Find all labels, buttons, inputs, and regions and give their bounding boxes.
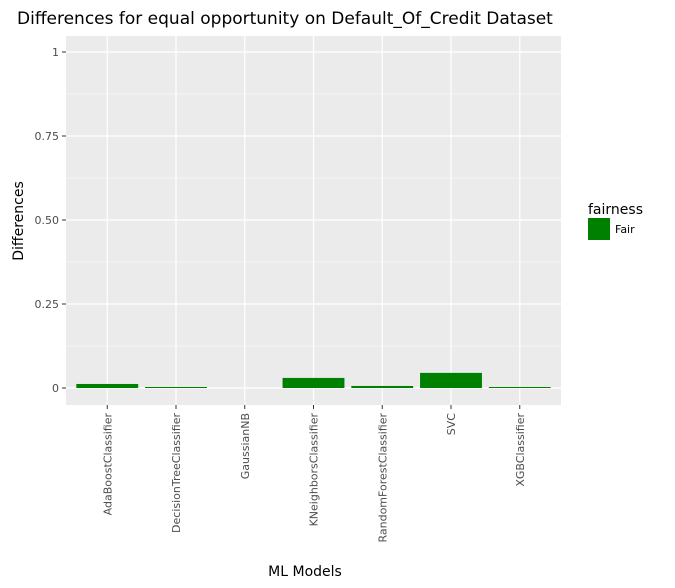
bar-AdaBoostClassifier: [76, 383, 139, 388]
bar-RandomForestClassifier: [351, 385, 414, 388]
legend: fairness Fair: [588, 202, 643, 240]
x-axis: AdaBoostClassifier DecisionTreeClassifier…: [101, 405, 527, 543]
y-axis-title: Differences: [11, 181, 27, 260]
legend-key-fair: [588, 218, 610, 240]
y-tick-label: 0.50: [35, 214, 60, 227]
x-tick-label-AdaBoostClassifier: AdaBoostClassifier: [101, 413, 114, 516]
bar-SVC: [420, 372, 482, 388]
x-tick-label-DecisionTreeClassifier: DecisionTreeClassifier: [170, 413, 183, 533]
x-tick-label-RandomForestClassifier: RandomForestClassifier: [376, 413, 389, 543]
y-tick-label: 0.25: [35, 298, 60, 311]
x-axis-title: ML Models: [268, 564, 342, 580]
y-tick-label: 1: [52, 46, 59, 59]
x-tick-label-KNeighborsClassifier: KNeighborsClassifier: [308, 413, 321, 527]
legend-title: fairness: [588, 202, 643, 218]
x-tick-label-XGBClassifier: XGBClassifier: [514, 413, 527, 487]
chart-title: Differences for equal opportunity on Def…: [17, 9, 553, 29]
legend-label-fair: Fair: [615, 223, 635, 236]
grid-lines: [66, 36, 561, 405]
x-tick-label-GaussianNB: GaussianNB: [239, 413, 252, 479]
bars: [76, 372, 551, 388]
bar-KNeighborsClassifier: [282, 377, 345, 388]
bar-XGBClassifier: [488, 386, 551, 388]
y-tick-label: 0.75: [35, 130, 60, 143]
y-tick-label: 0: [52, 382, 59, 395]
y-axis: 0 0.25 0.50 0.75 1: [35, 46, 66, 395]
bar-DecisionTreeClassifier: [145, 386, 207, 388]
x-tick-label-SVC: SVC: [445, 413, 458, 436]
